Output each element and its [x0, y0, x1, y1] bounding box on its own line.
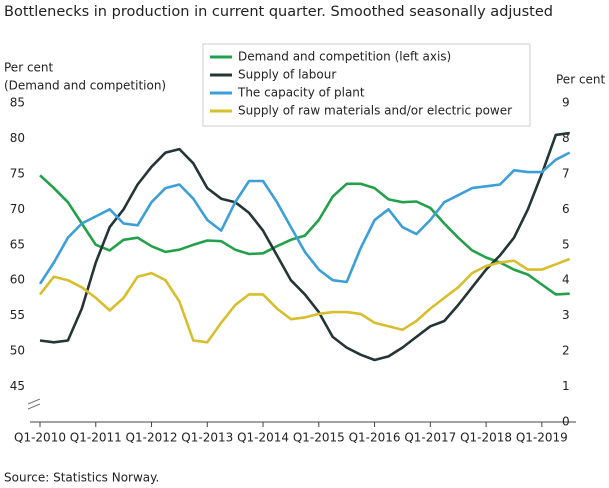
y-axis-note: (Demand and competition) — [4, 79, 166, 93]
y2-tick-label: 7 — [562, 166, 570, 180]
x-tick-label: Q1-2014 — [237, 431, 289, 445]
y-tick-label: 50 — [10, 344, 25, 358]
y2-tick-label: 5 — [562, 237, 570, 251]
x-tick-label: Q1-2017 — [404, 431, 456, 445]
y-tick-label: 65 — [10, 237, 25, 251]
y2-tick-label: 3 — [562, 308, 570, 322]
y-tick-label: 85 — [10, 96, 25, 110]
legend-box — [202, 43, 531, 127]
y-tick-label: 75 — [10, 166, 25, 180]
y2-tick-label: 2 — [562, 344, 570, 358]
x-tick-label: Q1-2018 — [460, 431, 512, 445]
legend-label: Demand and competition (left axis) — [238, 50, 451, 64]
y-tick-label: 80 — [10, 131, 25, 145]
chart-title: Bottlenecks in production in current qua… — [4, 4, 553, 20]
legend-label: The capacity of plant — [237, 86, 365, 100]
legend-label: Supply of raw materials and/or electric … — [238, 104, 512, 118]
y2-tick-label: 6 — [562, 202, 570, 216]
source: Source: Statistics Norway. — [4, 471, 159, 485]
series-line — [39, 131, 570, 362]
y2-tick-label: 9 — [562, 96, 570, 110]
x-tick-label: Q1-2019 — [516, 431, 568, 445]
x-tick-label: Q1-2013 — [181, 431, 233, 445]
x-tick-label: Q1-2016 — [349, 431, 401, 445]
y-tick-label: 70 — [10, 202, 25, 216]
y-tick-label: 55 — [10, 308, 25, 322]
y2-tick-label: 0 — [562, 415, 570, 429]
y2-tick-label: 1 — [562, 379, 570, 393]
series-line — [38, 257, 571, 344]
y-tick-label: 45 — [10, 379, 25, 393]
x-tick-label: Q1-2015 — [293, 431, 345, 445]
x-tick-label: Q1-2011 — [70, 431, 122, 445]
y-axis-title: Per cent — [4, 61, 54, 75]
y2-tick-label: 8 — [562, 131, 570, 145]
y-tick-label: 60 — [10, 273, 25, 287]
series-line — [38, 151, 571, 285]
x-tick-label: Q1-2010 — [14, 431, 66, 445]
y2-axis-title: Per cent — [556, 73, 606, 87]
x-tick-label: Q1-2012 — [126, 431, 178, 445]
series-line — [39, 174, 570, 296]
y2-tick-label: 4 — [562, 273, 570, 287]
legend-label: Supply of labour — [238, 68, 336, 82]
axis-break — [27, 398, 41, 410]
